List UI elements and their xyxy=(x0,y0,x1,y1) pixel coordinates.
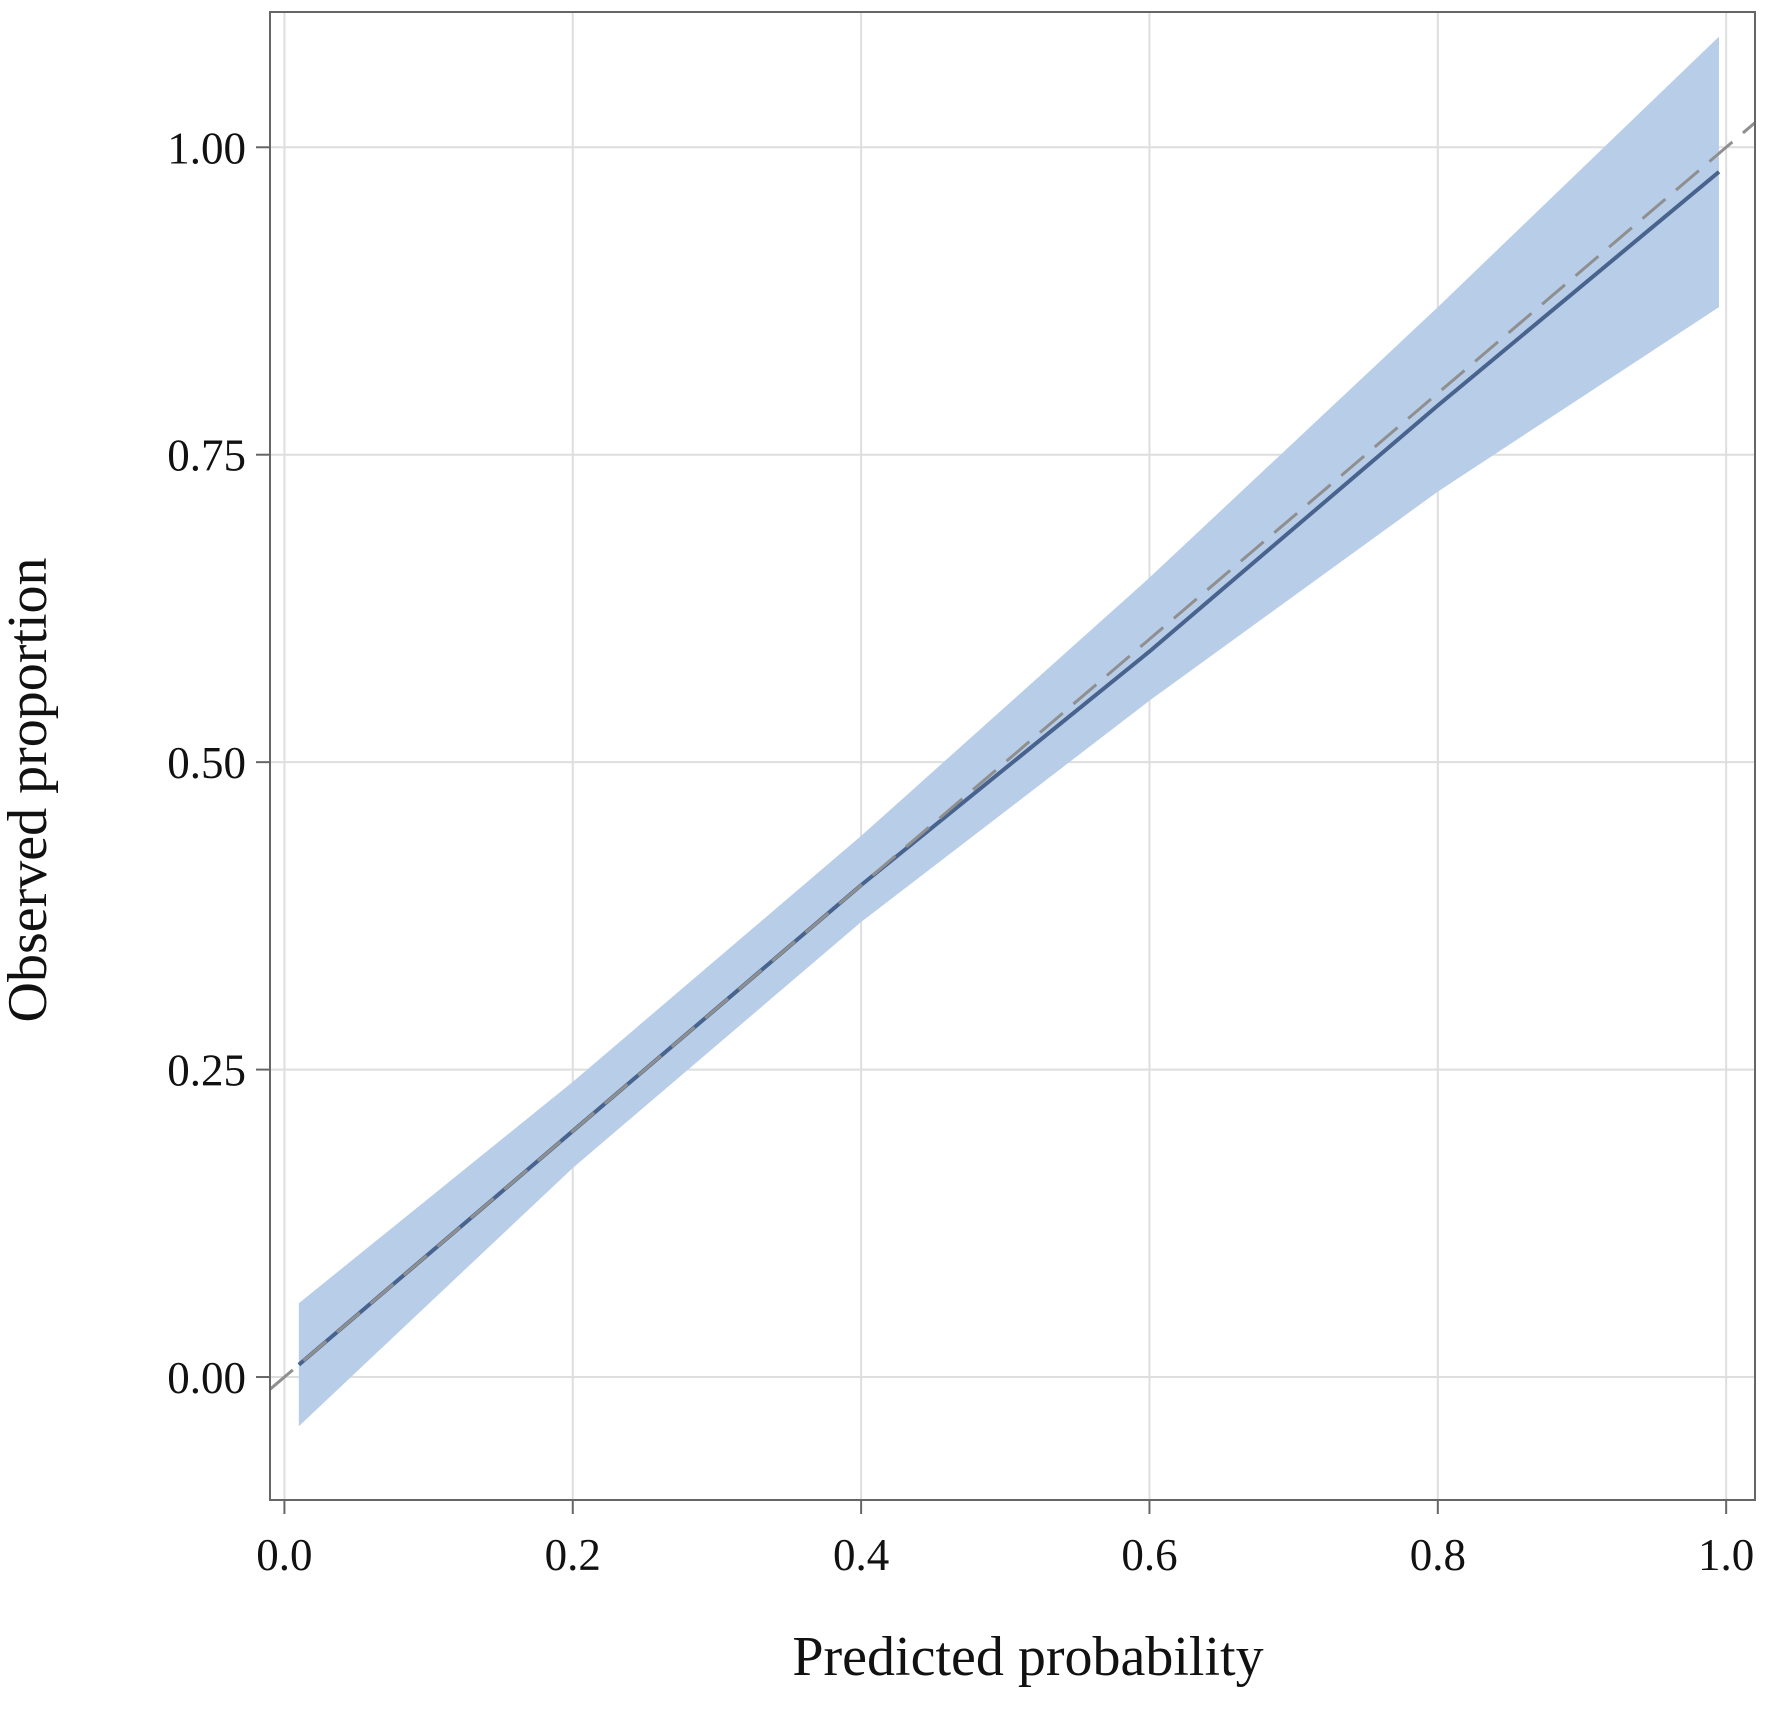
reference-diagonal-line xyxy=(269,121,1756,1391)
y-tick-label: 0.25 xyxy=(167,1046,246,1096)
x-tick-label: 0.0 xyxy=(256,1530,312,1580)
y-axis-ticks: 0.00 0.25 0.50 0.75 1.00 xyxy=(167,123,270,1403)
plot-frame xyxy=(269,11,1756,1501)
confidence-band-layer xyxy=(298,36,1719,1427)
y-axis-title: Observed proportion xyxy=(0,557,59,1022)
y-tick-label: 0.50 xyxy=(167,738,246,788)
x-tick-label: 0.6 xyxy=(1121,1530,1177,1580)
y-tick-label: 0.75 xyxy=(167,431,246,481)
x-axis-ticks: 0.0 0.2 0.4 0.6 0.8 1.0 xyxy=(256,1500,1754,1580)
series-lines-layer xyxy=(269,121,1756,1391)
confidence-band xyxy=(298,36,1719,1427)
y-tick-label: 1.00 xyxy=(167,123,246,173)
x-tick-label: 0.2 xyxy=(545,1530,601,1580)
x-tick-label: 1.0 xyxy=(1698,1530,1754,1580)
x-tick-label: 0.4 xyxy=(833,1530,889,1580)
x-axis-title: Predicted probability xyxy=(792,1626,1263,1688)
x-tick-label: 0.8 xyxy=(1410,1530,1466,1580)
y-tick-label: 0.00 xyxy=(167,1353,246,1403)
